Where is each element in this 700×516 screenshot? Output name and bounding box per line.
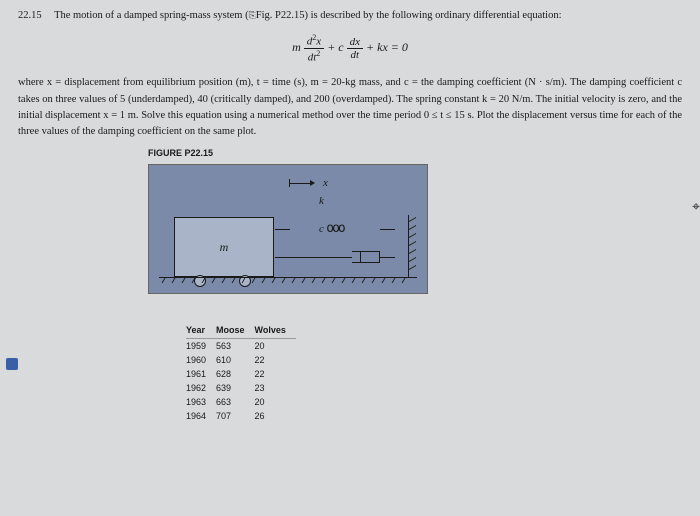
- eq-frac2: dx dt: [347, 36, 363, 61]
- wall-hatch: [409, 215, 417, 277]
- damper: [275, 249, 395, 265]
- intro-text-2: ) is described by the following ordinary…: [305, 10, 562, 21]
- col-year: Year: [186, 322, 216, 339]
- spring: ooo: [275, 221, 395, 237]
- problem-number: 22.15: [18, 10, 42, 21]
- problem-body: where x = displacement from equilibrium …: [18, 75, 682, 140]
- link-icon: ⎘: [249, 10, 256, 21]
- figure-diagram: x k c m ooo: [148, 164, 428, 294]
- table-row: 196263923: [186, 381, 296, 395]
- cursor-icon: ⌖: [692, 200, 700, 216]
- eq-kx: kx = 0: [377, 40, 408, 54]
- table-row: 196470726: [186, 409, 296, 423]
- eq-frac1: d2x dt2: [304, 33, 324, 63]
- eq-plus1: +: [327, 40, 338, 54]
- table-row: 195956320: [186, 339, 296, 354]
- table-row: 196162822: [186, 367, 296, 381]
- intro-text-1: The motion of a damped spring-mass syste…: [54, 10, 249, 21]
- x-arrow: [289, 179, 315, 187]
- table-header-row: Year Moose Wolves: [186, 322, 296, 339]
- eq-plus2: +: [366, 40, 377, 54]
- floor: [159, 277, 417, 283]
- spring-damper-assembly: ooo: [275, 215, 395, 271]
- differential-equation: m d2x dt2 + c dx dt + kx = 0: [18, 33, 682, 63]
- table-row: 196061022: [186, 353, 296, 367]
- figure-label: FIGURE P22.15: [148, 148, 682, 158]
- col-moose: Moose: [216, 322, 255, 339]
- eq-m: m: [292, 40, 301, 54]
- eq-c: c: [338, 40, 343, 54]
- table-row: 196366320: [186, 395, 296, 409]
- mass-block: m: [174, 217, 274, 277]
- selection-marker-icon: [6, 358, 18, 370]
- figure-reference: Fig. P22.15: [256, 10, 305, 21]
- col-wolves: Wolves: [255, 322, 296, 339]
- k-label: k: [319, 195, 324, 207]
- data-table: Year Moose Wolves 1959563201960610221961…: [186, 322, 682, 423]
- problem-header: 22.15 The motion of a damped spring-mass…: [18, 10, 682, 21]
- figure-container: x k c m ooo: [148, 164, 428, 294]
- x-label: x: [323, 177, 328, 189]
